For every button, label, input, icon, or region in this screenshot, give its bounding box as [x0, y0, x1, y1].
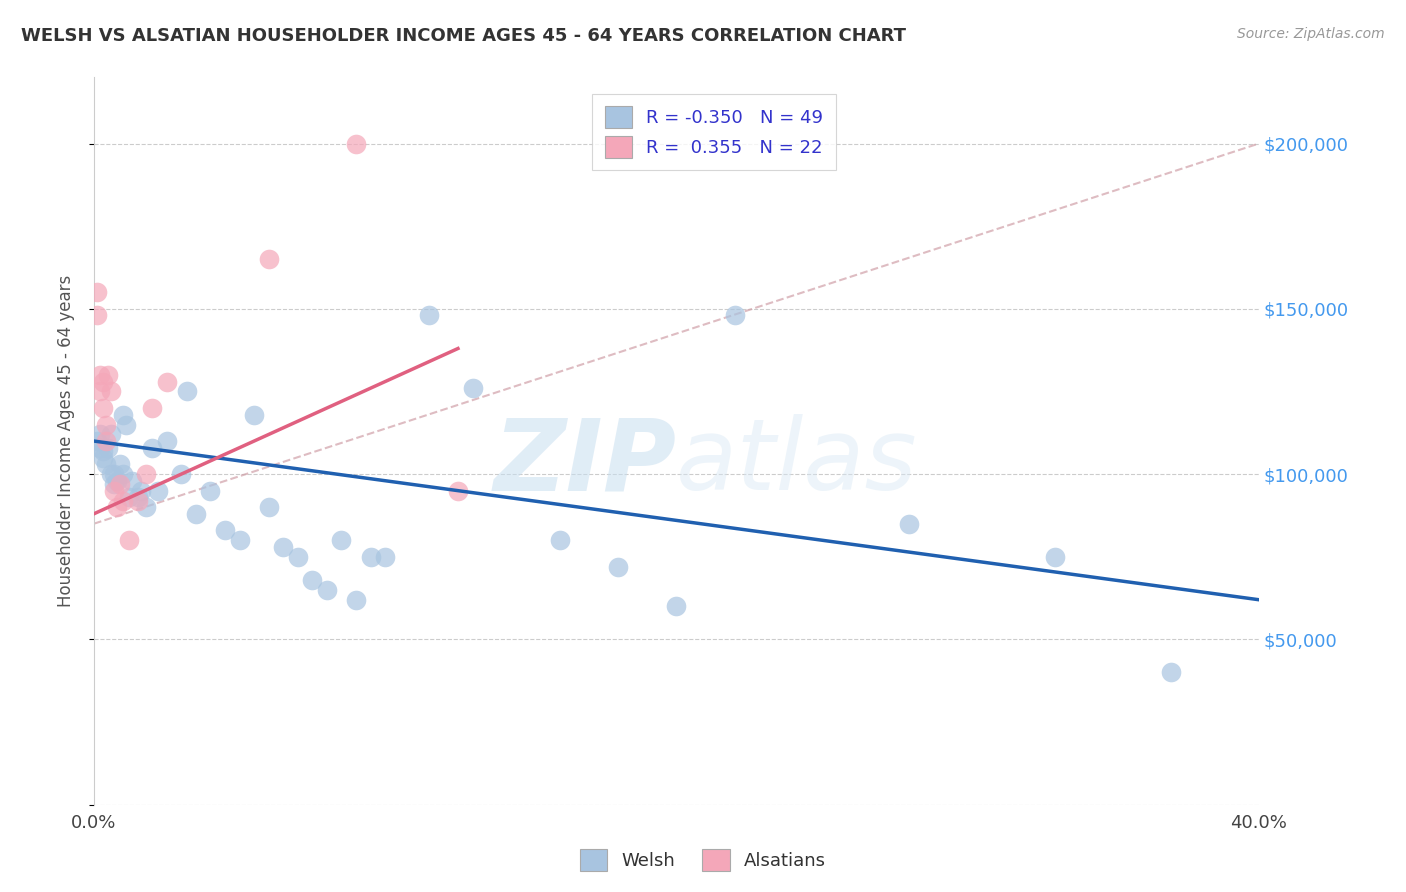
Point: [898, 516, 921, 531]
Point: [105, 500, 128, 515]
Point: [91, 444, 114, 458]
Point: [135, 500, 157, 515]
Point: [548, 533, 571, 548]
Point: [112, 408, 135, 422]
Legend: Welsh, Alsatians: Welsh, Alsatians: [572, 842, 834, 879]
Point: [200, 483, 222, 498]
Point: [257, 500, 280, 515]
Point: [86, 309, 108, 323]
Point: [121, 474, 143, 488]
Point: [271, 540, 294, 554]
Point: [115, 417, 138, 432]
Point: [287, 549, 309, 564]
Point: [89, 384, 111, 399]
Point: [86, 285, 108, 300]
Point: [97, 441, 120, 455]
Text: Source: ZipAtlas.com: Source: ZipAtlas.com: [1237, 27, 1385, 41]
Point: [100, 467, 122, 482]
Point: [94, 417, 117, 432]
Point: [118, 533, 141, 548]
Point: [129, 483, 152, 498]
Point: [112, 467, 135, 482]
Point: [723, 309, 745, 323]
Point: [176, 384, 198, 399]
Point: [100, 427, 122, 442]
Point: [127, 490, 149, 504]
Point: [344, 592, 367, 607]
Point: [141, 401, 163, 415]
Point: [374, 549, 396, 564]
Point: [228, 533, 250, 548]
Point: [97, 368, 120, 382]
Point: [146, 483, 169, 498]
Point: [418, 309, 440, 323]
Point: [607, 559, 630, 574]
Point: [156, 375, 179, 389]
Point: [103, 477, 125, 491]
Point: [108, 457, 131, 471]
Point: [170, 467, 193, 482]
Point: [141, 441, 163, 455]
Point: [89, 368, 111, 382]
Point: [108, 477, 131, 491]
Point: [89, 427, 111, 442]
Point: [665, 599, 688, 614]
Point: [461, 381, 484, 395]
Point: [91, 401, 114, 415]
Point: [112, 493, 135, 508]
Point: [1043, 549, 1066, 564]
Point: [103, 483, 125, 498]
Point: [91, 375, 114, 389]
Point: [156, 434, 179, 448]
Point: [1160, 665, 1182, 680]
Text: atlas: atlas: [676, 415, 918, 511]
Y-axis label: Householder Income Ages 45 - 64 years: Householder Income Ages 45 - 64 years: [58, 275, 75, 607]
Point: [214, 524, 236, 538]
Point: [94, 434, 117, 448]
Point: [316, 582, 339, 597]
Point: [100, 384, 122, 399]
Point: [330, 533, 353, 548]
Text: WELSH VS ALSATIAN HOUSEHOLDER INCOME AGES 45 - 64 YEARS CORRELATION CHART: WELSH VS ALSATIAN HOUSEHOLDER INCOME AGE…: [21, 27, 905, 45]
Point: [118, 490, 141, 504]
Point: [344, 136, 367, 151]
Point: [105, 474, 128, 488]
Point: [360, 549, 382, 564]
Legend: R = -0.350   N = 49, R =  0.355   N = 22: R = -0.350 N = 49, R = 0.355 N = 22: [592, 94, 837, 170]
Point: [447, 483, 470, 498]
Point: [243, 408, 266, 422]
Point: [94, 457, 117, 471]
Point: [89, 441, 111, 455]
Point: [127, 493, 149, 508]
Point: [135, 467, 157, 482]
Point: [103, 467, 125, 482]
Text: ZIP: ZIP: [494, 415, 676, 511]
Point: [301, 573, 323, 587]
Point: [257, 252, 280, 267]
Point: [91, 450, 114, 465]
Point: [184, 507, 207, 521]
Point: [86, 434, 108, 448]
